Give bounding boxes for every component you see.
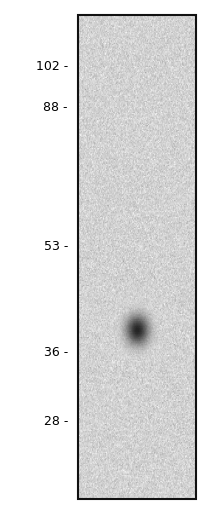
Text: 36 -: 36 - <box>44 346 68 359</box>
Bar <box>78 15 196 499</box>
Text: 102 -: 102 - <box>36 60 68 73</box>
Text: 53 -: 53 - <box>44 240 68 253</box>
Text: 88 -: 88 - <box>43 101 68 114</box>
Text: 28 -: 28 - <box>44 415 68 428</box>
